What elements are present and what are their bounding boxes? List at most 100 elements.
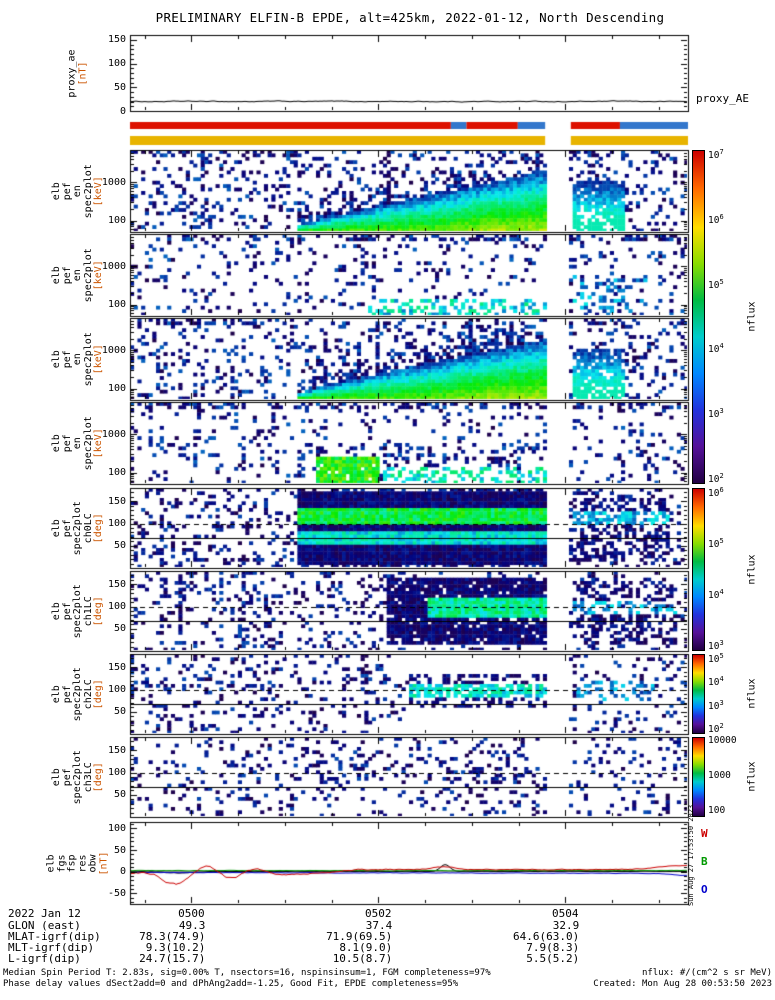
colorbar-4-tick-1000: 1000 bbox=[708, 770, 731, 781]
footer-nflux-units: nflux: #/(cm^2 s sr MeV) bbox=[641, 968, 772, 978]
proxy-ae-panel-ytick-150: 150 bbox=[107, 34, 126, 46]
annotation-row-label-0: GLON (east) bbox=[8, 919, 81, 932]
fgs-residual-panel-ytick-50: 50 bbox=[113, 844, 126, 856]
pitch-spec-ch2lc-ytick-150: 150 bbox=[107, 661, 126, 673]
colorbar-3-tick-10^2: 102 bbox=[708, 722, 724, 736]
proxy-ae-panel-ytick-0: 0 bbox=[119, 105, 126, 117]
pitch-spec-ch1lc-ylabel-word: spec2plot bbox=[71, 583, 83, 639]
pitch-spec-ch1lc-ytick-50: 50 bbox=[113, 623, 126, 635]
colorbar-1-tick-10^7: 107 bbox=[708, 148, 724, 162]
pitch-spec-ch3lc-ytick-50: 50 bbox=[113, 789, 126, 801]
annotation-value: 32.9 bbox=[552, 919, 580, 932]
pitch-spec-ch3lc-ytick-100: 100 bbox=[107, 767, 126, 779]
proxy-ae-label: proxy_AE bbox=[696, 92, 749, 105]
proxy-ae-panel-ytick-100: 100 bbox=[107, 58, 126, 69]
colorbar-1 bbox=[692, 150, 705, 484]
colorbar-3-tick-10^3: 103 bbox=[708, 698, 724, 712]
annotation-value: 10.5(8.7) bbox=[332, 952, 393, 965]
footer-spin-period-line: Median Spin Period T: 2.83s, sig=0.00% T… bbox=[3, 968, 491, 978]
energy-spec-1-ylabel-word: elb bbox=[50, 181, 62, 201]
fgs-residual-panel-ytick-0: 0 bbox=[119, 866, 126, 878]
side-timestamp: Sun Aug 27 17:53:50 2023 bbox=[687, 804, 695, 906]
x-axis-tick-0500: 0500 bbox=[178, 907, 205, 920]
legend-series-o: O bbox=[701, 883, 708, 896]
pitch-spec-ch1lc-ytick-100: 100 bbox=[107, 601, 126, 613]
pitch-spec-ch1lc-ylabel-word: elb bbox=[50, 601, 62, 621]
colorbar-4 bbox=[692, 737, 705, 817]
proxy-ae-panel-ylabel-word: [nT] bbox=[77, 60, 88, 86]
fgs-residual-panel-ylabel-word: fsp bbox=[66, 853, 78, 873]
pitch-spec-ch0lc-ytick-100: 100 bbox=[107, 518, 126, 530]
footer-right: nflux: #/(cm^2 s sr MeV) Created: Mon Au… bbox=[593, 968, 772, 990]
energy-spec-3-ylabel-word: en bbox=[71, 352, 83, 366]
energy-spec-4-ytick-100: 100 bbox=[107, 467, 126, 479]
colorbar-2 bbox=[692, 488, 705, 651]
annotation-value: 78.3(74.9) bbox=[139, 930, 206, 943]
energy-spec-2-ytick-1000: 1000 bbox=[101, 260, 126, 272]
annotation-value: 49.3 bbox=[178, 919, 206, 932]
energy-spec-4-ylabel-word: en bbox=[71, 436, 83, 450]
annotation-value: 71.9(69.5) bbox=[326, 930, 393, 943]
footer-left: Median Spin Period T: 2.83s, sig=0.00% T… bbox=[3, 968, 491, 990]
pitch-spec-ch0lc-ylabel-word: elb bbox=[50, 518, 62, 538]
proxy-ae-panel-ylabel: proxy_ae [nT] bbox=[67, 35, 89, 111]
energy-spec-3-ylabel-word: elb bbox=[50, 349, 62, 369]
colorbar-1-tick-10^2: 102 bbox=[708, 472, 724, 486]
fgs-residual-panel-ytick--50: -50 bbox=[107, 887, 126, 899]
pitch-spec-ch0lc-ytick-50: 50 bbox=[113, 540, 126, 552]
colorbar-4-tick-100: 100 bbox=[708, 805, 726, 816]
annotation-value: 24.7(15.7) bbox=[139, 952, 206, 965]
colorbar-3-units-label: nflux bbox=[746, 678, 758, 709]
pitch-spec-ch0lc-ytick-150: 150 bbox=[107, 495, 126, 507]
colorbar-2-tick-10^6: 106 bbox=[708, 486, 724, 500]
colorbar-1-tick-10^3: 103 bbox=[708, 407, 724, 421]
energy-spec-1-ytick-1000: 1000 bbox=[101, 176, 126, 188]
pitch-spec-ch2lc-ylabel-word: spec2plot bbox=[71, 666, 83, 722]
annotation-row-label-2: MLT-igrf(dip) bbox=[8, 941, 95, 954]
energy-spec-1-ytick-100: 100 bbox=[107, 215, 126, 227]
energy-spec-3-ytick-100: 100 bbox=[107, 383, 126, 395]
colorbar-1-tick-10^6: 106 bbox=[708, 212, 724, 226]
annotation-value: 9.3(10.2) bbox=[145, 941, 206, 954]
energy-spec-2-ylabel-word: en bbox=[71, 268, 83, 282]
fgs-residual-panel-ylabel-word: elb bbox=[45, 853, 57, 873]
colorbar-2-tick-10^5: 105 bbox=[708, 537, 724, 551]
legend-series-w: W bbox=[701, 827, 708, 840]
energy-spec-1-ylabel-word: en bbox=[71, 184, 83, 198]
fgs-residual-panel-ytick-100: 100 bbox=[107, 822, 126, 834]
energy-spec-3-ytick-1000: 1000 bbox=[101, 344, 126, 356]
legend-series-b: B bbox=[701, 855, 708, 868]
pitch-spec-ch3lc-ytick-150: 150 bbox=[107, 744, 126, 756]
pitch-spec-ch0lc-ylabel-word: spec2plot bbox=[71, 500, 83, 556]
pitch-spec-ch3lc-ylabel-word: spec2plot bbox=[71, 749, 83, 805]
annotation-value: 5.5(5.2) bbox=[526, 952, 580, 965]
colorbar-2-units-label: nflux bbox=[746, 553, 758, 585]
colorbar-1-tick-10^4: 104 bbox=[708, 342, 724, 356]
footer: Median Spin Period T: 2.83s, sig=0.00% T… bbox=[3, 968, 772, 990]
colorbar-2-tick-10^3: 103 bbox=[708, 639, 724, 653]
pitch-spec-ch3lc-ylabel-word: elb bbox=[50, 767, 62, 787]
colorbar-3-tick-10^4: 104 bbox=[708, 675, 724, 689]
colorbar-2-tick-10^4: 104 bbox=[708, 588, 724, 602]
energy-spec-4-ytick-1000: 1000 bbox=[101, 428, 126, 440]
proxy-ae-panel-ytick-50: 50 bbox=[113, 81, 126, 93]
x-axis-date-label: 2022 Jan 12 bbox=[8, 907, 81, 920]
annotation-value: 7.9(8.3) bbox=[526, 941, 580, 954]
colorbar-1-tick-10^5: 105 bbox=[708, 277, 724, 291]
pitch-spec-ch2lc-ytick-100: 100 bbox=[107, 684, 126, 696]
colorbar-1-units-label: nflux bbox=[746, 301, 758, 332]
colorbar-4-units-label: nflux bbox=[746, 761, 758, 792]
energy-spec-4-ylabel-word: elb bbox=[50, 433, 62, 453]
annotation-value: 64.6(63.0) bbox=[513, 930, 580, 943]
pitch-spec-ch2lc-ylabel-word: elb bbox=[50, 684, 62, 704]
annotation-row-label-3: L-igrf(dip) bbox=[8, 952, 81, 965]
footer-created-timestamp: Created: Mon Aug 28 00:53:50 2023 bbox=[593, 979, 772, 989]
plot-title: PRELIMINARY ELFIN-B EPDE, alt=425km, 202… bbox=[155, 10, 665, 25]
annotation-value: 8.1(9.0) bbox=[339, 941, 393, 954]
pitch-spec-ch2lc-ytick-50: 50 bbox=[113, 706, 126, 718]
footer-phase-delay-line: Phase delay values dSect2add=0 and dPhAn… bbox=[3, 979, 459, 989]
annotation-row-label-1: MLAT-igrf(dip) bbox=[8, 930, 101, 943]
pitch-spec-ch1lc-ytick-150: 150 bbox=[107, 578, 126, 590]
